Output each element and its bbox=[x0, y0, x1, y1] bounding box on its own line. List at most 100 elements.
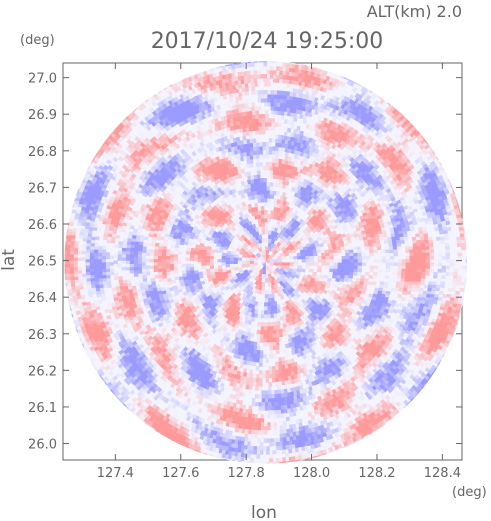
radar-cell bbox=[288, 211, 294, 217]
radar-cell bbox=[254, 235, 260, 241]
radar-cell bbox=[266, 338, 270, 343]
radar-cell bbox=[352, 271, 358, 276]
radar-cell bbox=[330, 239, 336, 245]
radar-cell bbox=[320, 283, 326, 289]
radar-cell bbox=[417, 255, 423, 260]
radar-cell bbox=[308, 249, 314, 254]
radar-cell bbox=[253, 182, 258, 188]
radar-cell bbox=[125, 260, 130, 264]
radar-cell bbox=[248, 294, 254, 301]
radar-cell bbox=[257, 238, 263, 244]
radar-cell bbox=[233, 253, 239, 258]
radar-cell bbox=[296, 184, 302, 191]
radar-cell bbox=[268, 374, 273, 379]
radar-cell bbox=[270, 293, 276, 299]
radar-cell bbox=[333, 259, 339, 263]
radar-cell bbox=[267, 398, 272, 403]
radar-cell bbox=[257, 277, 263, 283]
radar-cell bbox=[169, 260, 174, 265]
radar-cell bbox=[245, 263, 251, 268]
radar-cell bbox=[231, 197, 237, 203]
radar-cell bbox=[197, 258, 202, 263]
radar-cell bbox=[221, 258, 226, 263]
radar-cell bbox=[357, 255, 363, 260]
radar-cell bbox=[272, 170, 277, 175]
radar-cell bbox=[153, 262, 158, 266]
radar-cell bbox=[257, 285, 263, 291]
radar-cell bbox=[161, 258, 166, 263]
radar-cell bbox=[277, 258, 283, 263]
radar-cell bbox=[275, 182, 280, 188]
radar-cell bbox=[221, 239, 227, 245]
radar-cell bbox=[186, 273, 192, 278]
radar-cell bbox=[233, 266, 239, 271]
radar-cell bbox=[250, 182, 255, 188]
radar-cell bbox=[173, 260, 178, 265]
radar-cell bbox=[237, 244, 243, 250]
radar-cell bbox=[291, 315, 296, 321]
radar-cell bbox=[145, 265, 150, 269]
radar-cell bbox=[261, 230, 266, 235]
radar-cell bbox=[244, 213, 250, 219]
radar-cell bbox=[313, 325, 319, 331]
radar-cell bbox=[253, 341, 258, 347]
radar-cell bbox=[255, 158, 260, 163]
radar-cell bbox=[275, 190, 280, 196]
radar-cell bbox=[262, 358, 266, 363]
radar-cell bbox=[243, 347, 248, 353]
radar-cell bbox=[261, 290, 265, 295]
radar-cell bbox=[261, 394, 265, 399]
radar-cell bbox=[228, 275, 234, 281]
radar-cell bbox=[267, 402, 272, 407]
radar-cell bbox=[275, 337, 280, 343]
radar-cell bbox=[267, 255, 274, 261]
radar-cell bbox=[265, 265, 270, 271]
radar-cell bbox=[220, 242, 226, 248]
radar-cell bbox=[182, 273, 187, 278]
radar-cell bbox=[264, 242, 269, 247]
radar-cell bbox=[312, 249, 318, 254]
radar-cell bbox=[275, 345, 280, 351]
radar-cell bbox=[276, 228, 282, 234]
radar-cell bbox=[276, 232, 282, 238]
radar-cell bbox=[267, 264, 273, 270]
radar-cell bbox=[243, 192, 249, 198]
radar-cell bbox=[238, 316, 244, 323]
radar-cell bbox=[137, 253, 142, 258]
radar-cell bbox=[210, 271, 216, 276]
radar-cell bbox=[279, 311, 284, 317]
radar-cell bbox=[259, 330, 264, 335]
radar-cell bbox=[196, 237, 202, 243]
radar-cell bbox=[267, 294, 272, 299]
radar-cell bbox=[273, 301, 278, 306]
radar-cell bbox=[201, 258, 206, 263]
radar-cell bbox=[214, 183, 220, 190]
radar-cell bbox=[259, 154, 263, 159]
radar-cell bbox=[206, 274, 212, 279]
radar-cell bbox=[261, 398, 265, 403]
radar-cell bbox=[219, 304, 225, 310]
radar-cell bbox=[270, 410, 275, 415]
radar-cell bbox=[258, 370, 263, 375]
radar-cell bbox=[397, 262, 403, 267]
radar-cell bbox=[276, 219, 281, 225]
radar-cell bbox=[187, 279, 193, 284]
radar-cell bbox=[369, 265, 375, 270]
radar-cell bbox=[256, 166, 261, 171]
radar-cell bbox=[201, 265, 207, 269]
radar-cell bbox=[337, 268, 342, 273]
radar-cell bbox=[265, 142, 270, 147]
radar-cell bbox=[336, 233, 342, 239]
radar-cell bbox=[265, 374, 269, 379]
radar-cell bbox=[289, 255, 294, 260]
radar-cell bbox=[153, 258, 158, 263]
radar-cell bbox=[195, 299, 202, 305]
radar-cell bbox=[349, 265, 355, 270]
radar-cell bbox=[285, 210, 291, 216]
radar-cell bbox=[216, 332, 222, 338]
radar-cell bbox=[225, 266, 231, 271]
radar-cell bbox=[345, 262, 351, 266]
radar-cell bbox=[121, 260, 126, 264]
radar-cell bbox=[254, 394, 259, 399]
radar-cell bbox=[272, 190, 277, 196]
